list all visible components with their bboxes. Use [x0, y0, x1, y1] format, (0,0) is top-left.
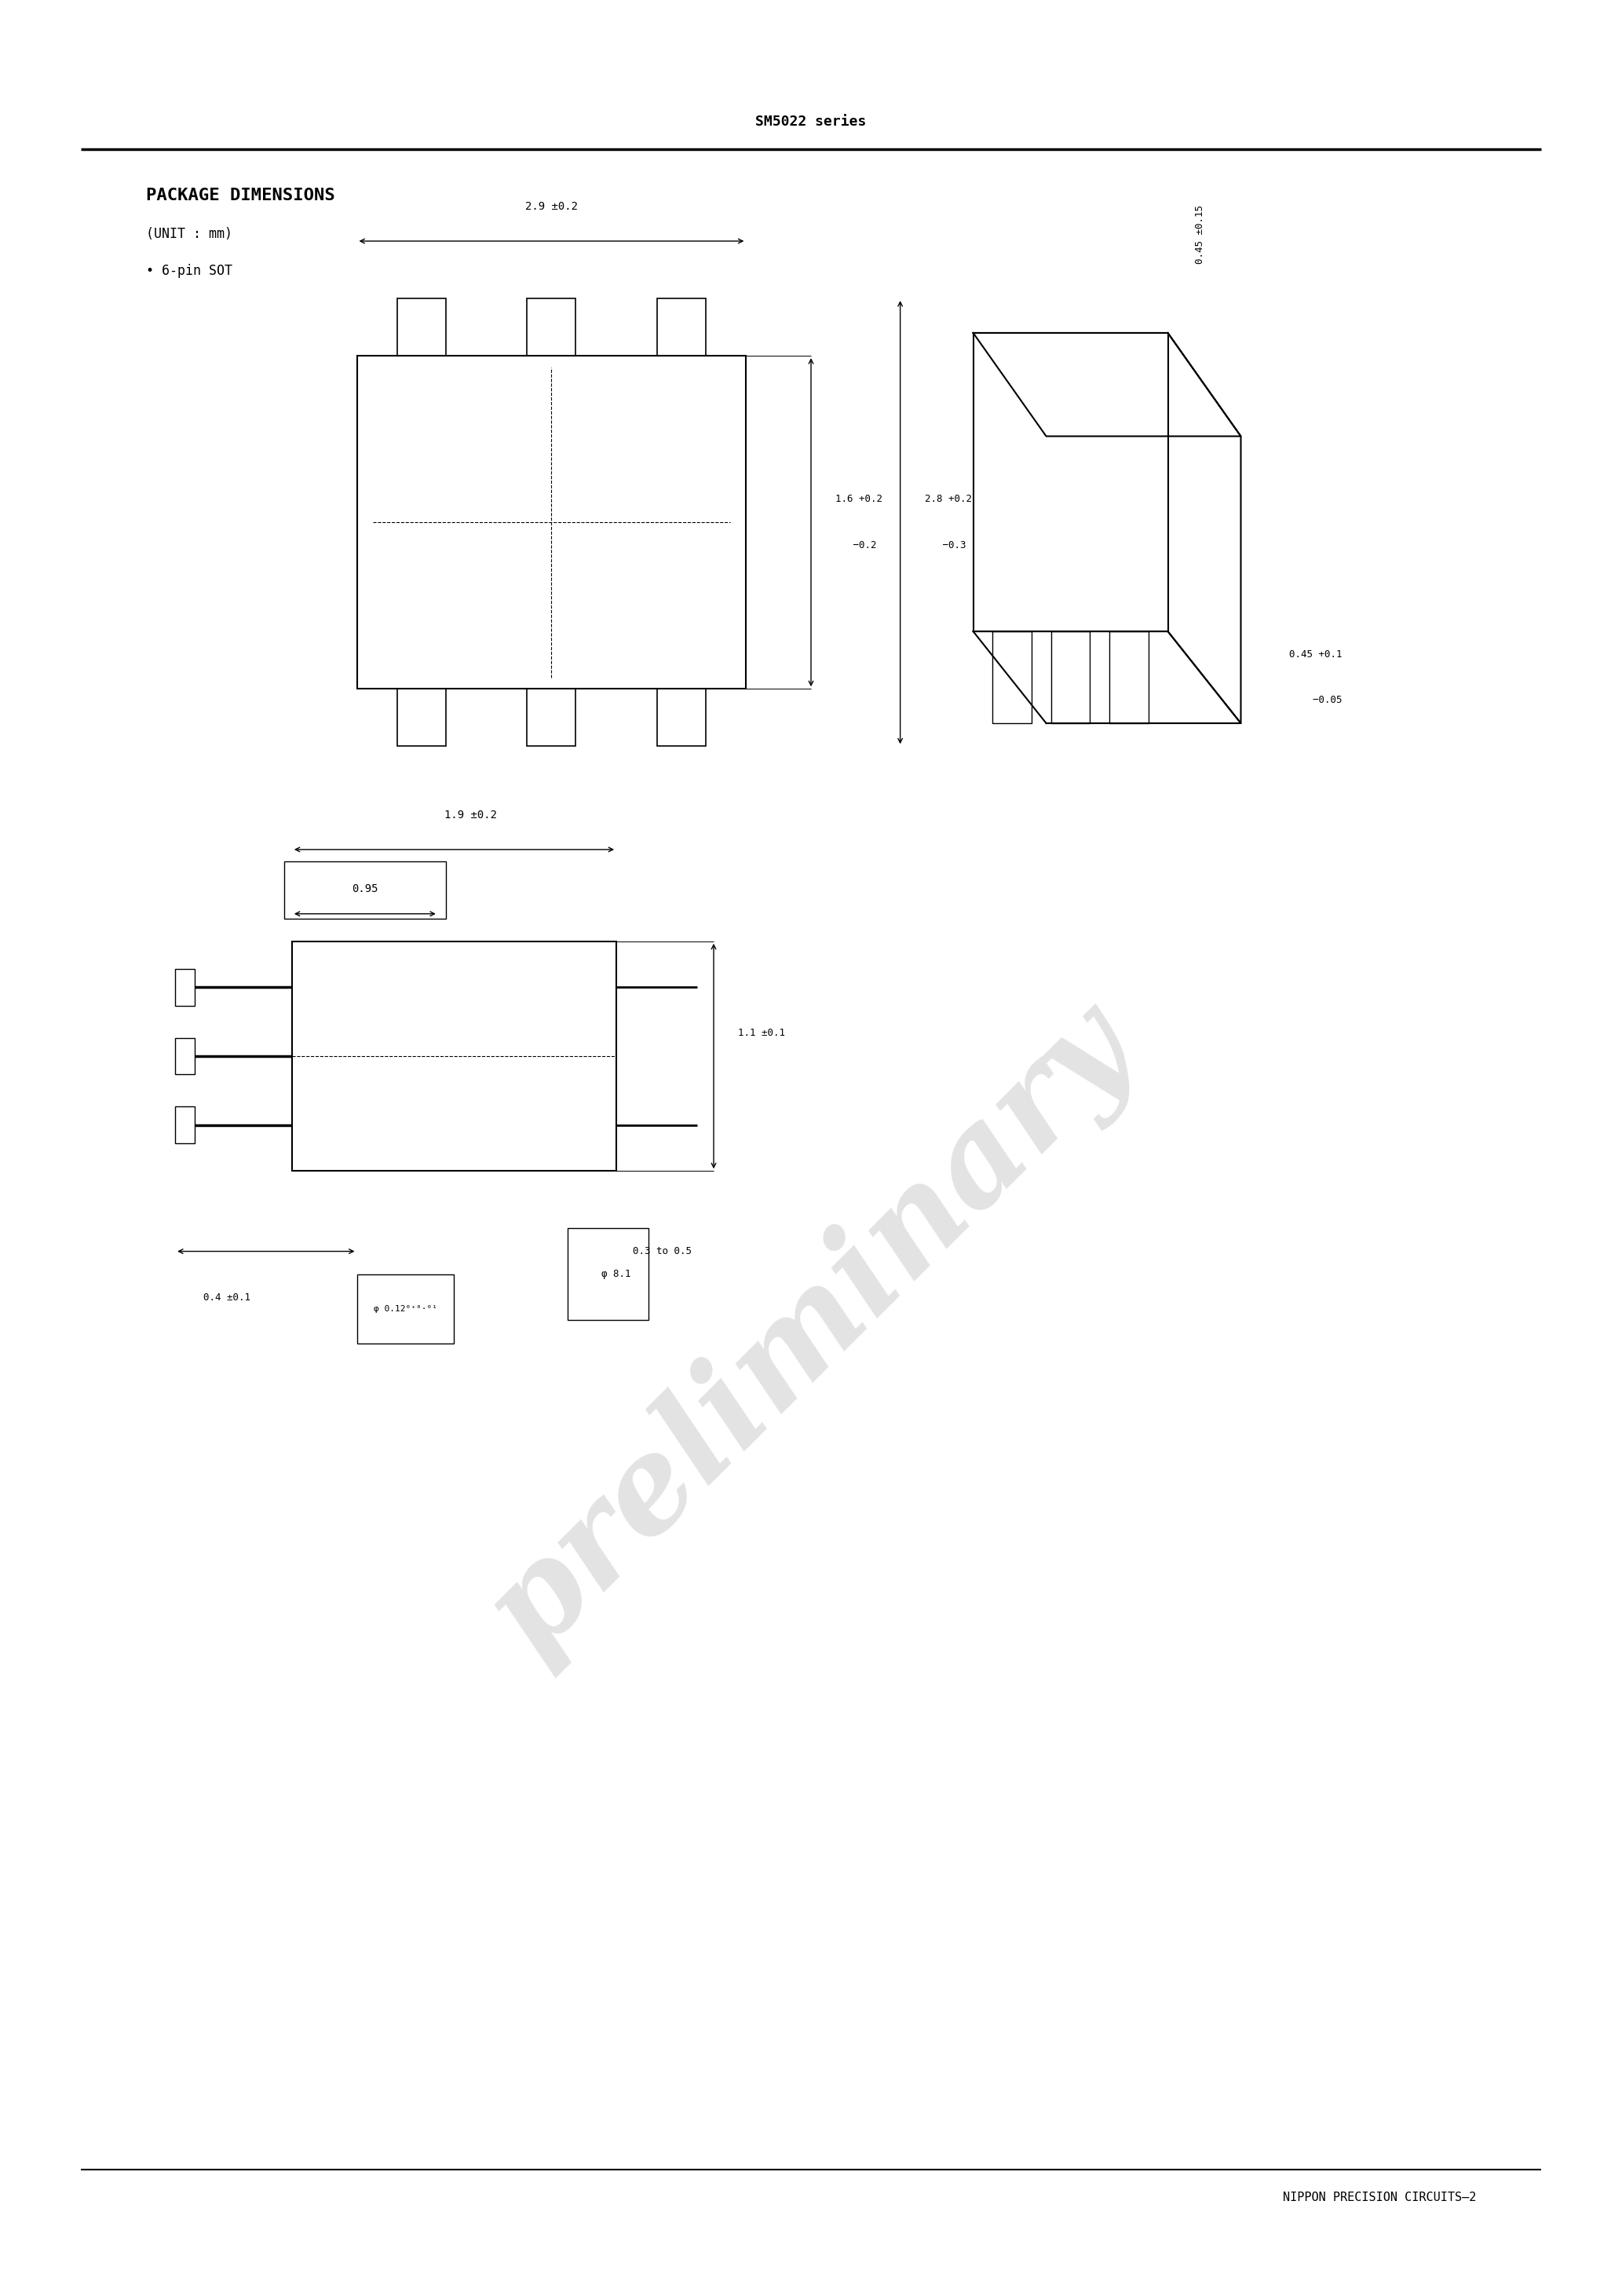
Bar [527, 689, 576, 746]
Bar [175, 969, 195, 1006]
Text: 0.3 to 0.5: 0.3 to 0.5 [633, 1247, 691, 1256]
Bar [175, 1107, 195, 1143]
Text: preliminary: preliminary [462, 983, 1160, 1681]
Text: −0.2: −0.2 [835, 540, 876, 551]
Text: 0.95: 0.95 [352, 884, 378, 893]
Text: 0.45 ±0.15: 0.45 ±0.15 [1195, 204, 1205, 264]
Text: 0.4 ±0.1: 0.4 ±0.1 [203, 1293, 251, 1302]
Bar [657, 689, 706, 746]
Text: −0.3: −0.3 [925, 540, 965, 551]
Bar [657, 298, 706, 356]
Bar [397, 689, 446, 746]
Bar [284, 861, 446, 918]
Text: 1.9 ±0.2: 1.9 ±0.2 [444, 810, 496, 820]
Text: NIPPON PRECISION CIRCUITS—2: NIPPON PRECISION CIRCUITS—2 [1283, 2190, 1476, 2204]
Text: • 6-pin SOT: • 6-pin SOT [146, 264, 232, 278]
Text: φ 8.1: φ 8.1 [602, 1270, 631, 1279]
Text: SM5022 series: SM5022 series [756, 115, 866, 129]
Text: (UNIT : mm): (UNIT : mm) [146, 227, 232, 241]
Text: 0.45 +0.1: 0.45 +0.1 [1289, 650, 1343, 659]
Text: 1.6 +0.2: 1.6 +0.2 [835, 494, 882, 505]
Text: 1.1 ±0.1: 1.1 ±0.1 [738, 1029, 785, 1038]
Bar [175, 1038, 195, 1075]
Text: −0.05: −0.05 [1289, 696, 1343, 705]
Bar [292, 941, 616, 1171]
Bar [527, 298, 576, 356]
Text: 2.9 ±0.2: 2.9 ±0.2 [526, 202, 577, 211]
Bar [397, 298, 446, 356]
Text: φ 0.12⁰⁺⁰⋅⁰¹: φ 0.12⁰⁺⁰⋅⁰¹ [373, 1304, 438, 1313]
Text: PACKAGE DIMENSIONS: PACKAGE DIMENSIONS [146, 188, 336, 202]
Text: 2.8 +0.2: 2.8 +0.2 [925, 494, 972, 505]
Bar [357, 1274, 454, 1343]
Bar [568, 1228, 649, 1320]
Bar [357, 356, 746, 689]
